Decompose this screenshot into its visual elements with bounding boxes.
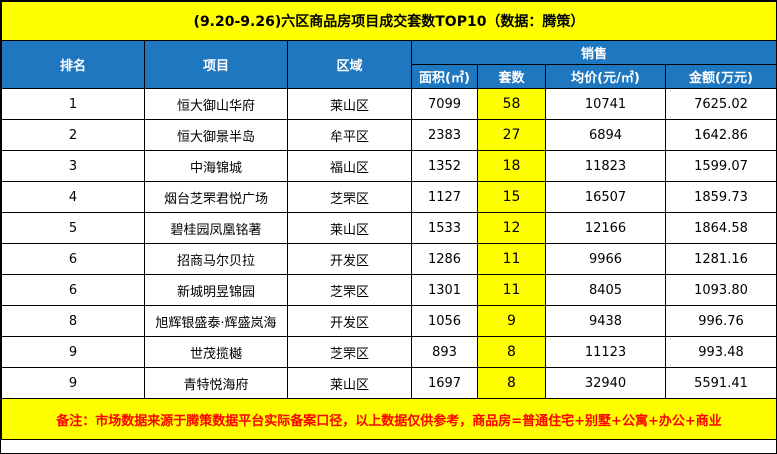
- header-project: 项目: [144, 40, 288, 89]
- cell-rank: 4: [1, 181, 145, 213]
- cell-project: 碧桂园凤凰铭著: [144, 212, 288, 244]
- cell-project: 新城明昱锦园: [144, 274, 288, 306]
- cell-area: 893: [411, 336, 478, 368]
- cell-district: 牟平区: [287, 119, 412, 151]
- cell-units: 18: [477, 150, 546, 182]
- cell-avg-price: 11823: [545, 150, 666, 182]
- cell-rank: 9: [1, 367, 145, 399]
- cell-rank: 8: [1, 305, 145, 337]
- cell-district: 莱山区: [287, 367, 412, 399]
- cell-amount: 1599.07: [665, 150, 777, 182]
- table-row: 6 招商马尔贝拉 开发区 1286 11 9966 1281.16: [1, 243, 777, 275]
- title-row: (9.20-9.26)六区商品房项目成交套数TOP10（数据：腾策）: [1, 1, 777, 41]
- cell-amount: 993.48: [665, 336, 777, 368]
- cell-rank: 6: [1, 243, 145, 275]
- cell-units: 27: [477, 119, 546, 151]
- table-row: 5 碧桂园凤凰铭著 莱山区 1533 12 12166 1864.58: [1, 212, 777, 244]
- table-body: 1 恒大御山华府 莱山区 7099 58 10741 7625.02 2 恒大御景半岛 牟平区 23…: [1, 88, 777, 399]
- cell-rank: 2: [1, 119, 145, 151]
- cell-avg-price: 32940: [545, 367, 666, 399]
- cell-amount: 5591.41: [665, 367, 777, 399]
- table-row: 9 青特悦海府 莱山区 1697 8 32940 5591.41: [1, 367, 777, 399]
- cell-units: 15: [477, 181, 546, 213]
- cell-area: 7099: [411, 88, 478, 120]
- cell-units: 11: [477, 274, 546, 306]
- cell-amount: 7625.02: [665, 88, 777, 120]
- cell-project: 烟台芝罘君悦广场: [144, 181, 288, 213]
- cell-rank: 5: [1, 212, 145, 244]
- cell-units: 12: [477, 212, 546, 244]
- cell-project: 世茂揽樾: [144, 336, 288, 368]
- cell-area: 1056: [411, 305, 478, 337]
- cell-avg-price: 16507: [545, 181, 666, 213]
- cell-avg-price: 8405: [545, 274, 666, 306]
- cell-avg-price: 9438: [545, 305, 666, 337]
- cell-area: 1352: [411, 150, 478, 182]
- note-row: 备注：市场数据来源于腾策数据平台实际备案口径，以上数据仅供参考，商品房=普通住宅…: [1, 398, 777, 440]
- cell-amount: 1281.16: [665, 243, 777, 275]
- footnote: 备注：市场数据来源于腾策数据平台实际备案口径，以上数据仅供参考，商品房=普通住宅…: [1, 398, 777, 440]
- cell-avg-price: 11123: [545, 336, 666, 368]
- cell-district: 芝罘区: [287, 274, 412, 306]
- table-row: 3 中海锦城 福山区 1352 18 11823 1599.07: [1, 150, 777, 182]
- cell-project: 旭辉银盛泰·辉盛岚海: [144, 305, 288, 337]
- header-area: 面积(㎡): [411, 64, 478, 89]
- header-row-1: 排名 项目 区域 销售: [1, 40, 777, 89]
- cell-units: 8: [477, 336, 546, 368]
- cell-rank: 9: [1, 336, 145, 368]
- cell-units: 58: [477, 88, 546, 120]
- cell-area: 1533: [411, 212, 478, 244]
- table-row: 6 新城明昱锦园 芝罘区 1301 11 8405 1093.80: [1, 274, 777, 306]
- cell-district: 莱山区: [287, 88, 412, 120]
- table-row: 4 烟台芝罘君悦广场 芝罘区 1127 15 16507 1859.73: [1, 181, 777, 213]
- cell-amount: 1093.80: [665, 274, 777, 306]
- cell-project: 恒大御山华府: [144, 88, 288, 120]
- cell-avg-price: 12166: [545, 212, 666, 244]
- cell-units: 8: [477, 367, 546, 399]
- cell-district: 芝罘区: [287, 181, 412, 213]
- cell-area: 1697: [411, 367, 478, 399]
- cell-rank: 3: [1, 150, 145, 182]
- cell-units: 11: [477, 243, 546, 275]
- ranking-table: (9.20-9.26)六区商品房项目成交套数TOP10（数据：腾策） 排名 项目…: [1, 1, 777, 440]
- cell-amount: 996.76: [665, 305, 777, 337]
- cell-area: 1301: [411, 274, 478, 306]
- table-row: 8 旭辉银盛泰·辉盛岚海 开发区 1056 9 9438 996.76: [1, 305, 777, 337]
- cell-amount: 1642.86: [665, 119, 777, 151]
- cell-avg-price: 6894: [545, 119, 666, 151]
- cell-project: 中海锦城: [144, 150, 288, 182]
- cell-project: 恒大御景半岛: [144, 119, 288, 151]
- table-row: 2 恒大御景半岛 牟平区 2383 27 6894 1642.86: [1, 119, 777, 151]
- table-row: 9 世茂揽樾 芝罘区 893 8 11123 993.48: [1, 336, 777, 368]
- cell-district: 开发区: [287, 305, 412, 337]
- cell-units: 9: [477, 305, 546, 337]
- header-units: 套数: [477, 64, 546, 89]
- cell-project: 青特悦海府: [144, 367, 288, 399]
- header-sales: 销售: [411, 40, 777, 65]
- table-row: 1 恒大御山华府 莱山区 7099 58 10741 7625.02: [1, 88, 777, 120]
- header-row-2: 面积(㎡) 套数 均价(元/㎡) 金额(万元): [2, 64, 777, 89]
- cell-rank: 1: [1, 88, 145, 120]
- cell-amount: 1864.58: [665, 212, 777, 244]
- cell-avg-price: 9966: [545, 243, 666, 275]
- cell-avg-price: 10741: [545, 88, 666, 120]
- cell-district: 芝罘区: [287, 336, 412, 368]
- header-district: 区域: [287, 40, 412, 89]
- cell-area: 1127: [411, 181, 478, 213]
- cell-area: 2383: [411, 119, 478, 151]
- cell-district: 莱山区: [287, 212, 412, 244]
- cell-district: 开发区: [287, 243, 412, 275]
- header-rank: 排名: [1, 40, 145, 89]
- cell-rank: 6: [1, 274, 145, 306]
- table-title: (9.20-9.26)六区商品房项目成交套数TOP10（数据：腾策）: [1, 1, 777, 41]
- header-avg-price: 均价(元/㎡): [545, 64, 666, 89]
- cell-project: 招商马尔贝拉: [144, 243, 288, 275]
- cell-area: 1286: [411, 243, 478, 275]
- header-amount: 金额(万元): [665, 64, 777, 89]
- cell-amount: 1859.73: [665, 181, 777, 213]
- cell-district: 福山区: [287, 150, 412, 182]
